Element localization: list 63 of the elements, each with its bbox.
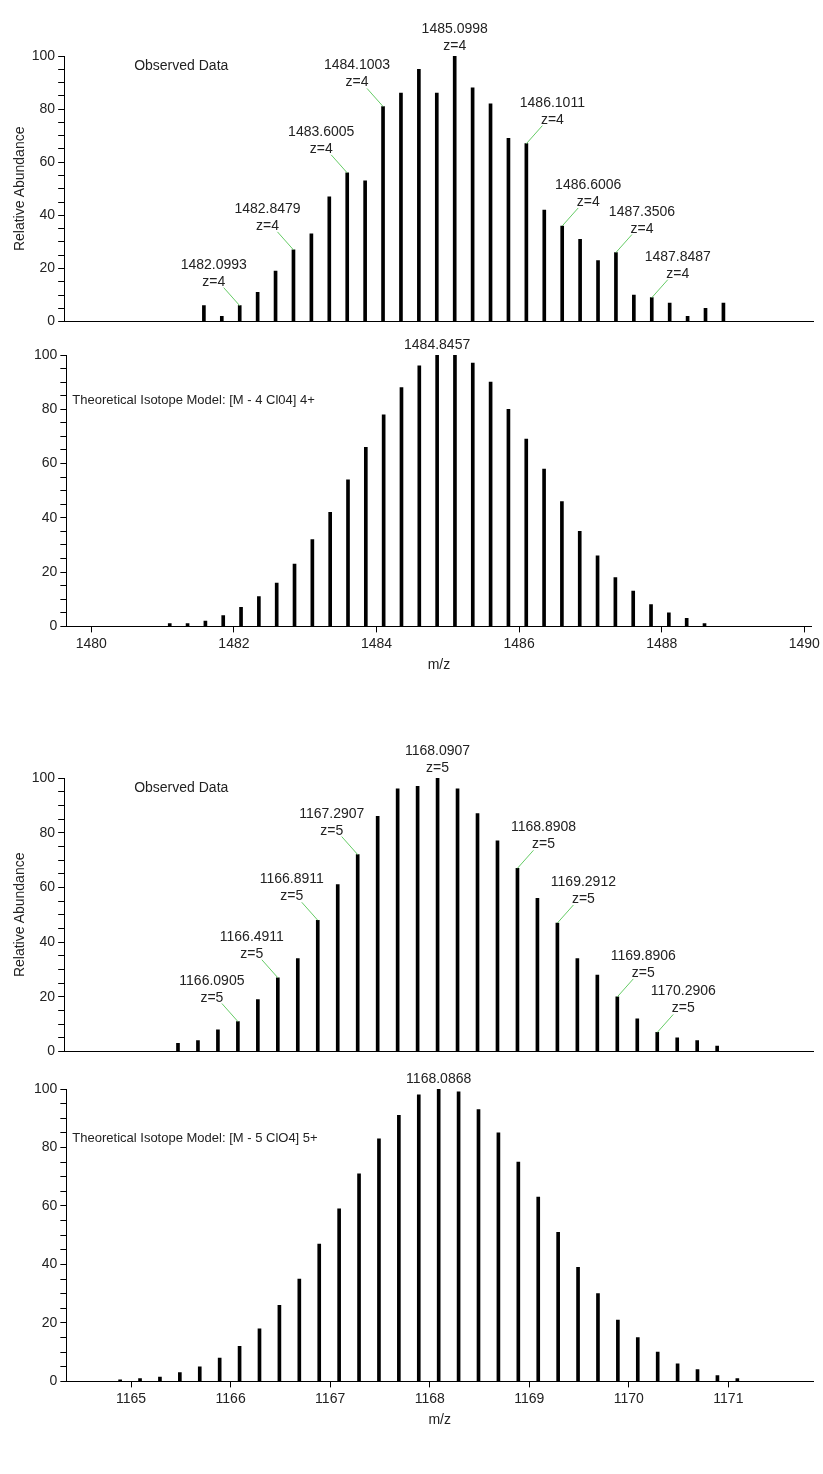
y-tick-label: 60 — [39, 878, 56, 895]
x-tick-label: 1488 — [646, 634, 678, 651]
x-tick-label: 1482 — [218, 634, 250, 651]
y-tick-label: 80 — [41, 400, 58, 417]
annotation: 1169.2912 z=5 — [550, 873, 617, 907]
y-tick-label: 60 — [41, 454, 58, 471]
y-tick-label: 0 — [49, 617, 58, 634]
y-tick-label: 100 — [34, 1079, 58, 1096]
x-tick-label: 1169 — [514, 1389, 545, 1406]
x-tick-label: 1170 — [613, 1389, 645, 1406]
annotation: 1166.4911 z=5 — [219, 927, 285, 961]
y-tick-label: 80 — [41, 1138, 58, 1155]
y-tick-label: 40 — [39, 206, 56, 223]
y-tick-label: 60 — [39, 153, 56, 170]
annotation: 1167.2907 z=5 — [299, 804, 365, 838]
x-tick-label: 1480 — [75, 634, 108, 651]
annotation: 1482.0993 z=4 — [180, 255, 248, 289]
y-tick-label: 20 — [41, 1313, 58, 1330]
x-tick-label: 1168 — [414, 1389, 445, 1406]
y-tick-label: 0 — [47, 312, 56, 329]
y-tick-label: 40 — [39, 933, 56, 950]
annotation: 1484.8457 — [404, 336, 471, 352]
x-axis-title: m/z — [427, 656, 451, 673]
x-tick-label: 1166 — [215, 1389, 246, 1406]
x-tick-label: 1167 — [315, 1389, 346, 1406]
y-tick-label: 0 — [47, 1042, 56, 1059]
annotation: Observed Data — [134, 57, 229, 73]
annotation: 1166.8911 z=5 — [259, 870, 325, 904]
annotation: 1168.8908 z=5 — [510, 818, 577, 852]
y-tick-label: 0 — [49, 1372, 58, 1389]
annotation: 1166.0905 z=5 — [179, 971, 245, 1005]
x-tick-label: 1165 — [116, 1389, 147, 1406]
annotation: 1483.6005 z=4 — [288, 122, 355, 156]
annotation: Observed Data — [134, 779, 229, 795]
y-tick-label: 20 — [39, 987, 56, 1004]
y-axis-title: Relative Abundance — [11, 852, 28, 978]
y-tick-label: 100 — [31, 768, 56, 785]
annotation: 1170.2906 z=5 — [650, 982, 717, 1016]
y-tick-label: 60 — [41, 1196, 58, 1213]
annotation: Theoretical Isotope Model: [M - 5 ClO4] 5+ — [72, 1129, 318, 1145]
y-axis-title: Relative Abundance — [11, 126, 28, 252]
y-tick-label: 100 — [34, 345, 58, 362]
y-tick-label: 80 — [39, 99, 56, 116]
x-axis-title: m/z — [428, 1411, 451, 1428]
annotation: Theoretical Isotope Model: [M - 4 Cl04] 4+ — [72, 391, 315, 407]
y-tick-label: 40 — [41, 1255, 58, 1272]
y-tick-label: 80 — [39, 823, 56, 840]
y-tick-label: 40 — [41, 508, 58, 525]
annotation: 1484.1003 z=4 — [323, 56, 391, 90]
annotation: 1482.8479 z=4 — [234, 199, 301, 233]
annotation: 1169.8906 z=5 — [610, 946, 677, 980]
y-tick-label: 20 — [41, 562, 58, 579]
x-tick-label: 1484 — [360, 634, 393, 651]
x-tick-label: 1171 — [713, 1389, 744, 1406]
annotation: 1486.1011 z=4 — [519, 93, 586, 127]
y-tick-label: 100 — [31, 46, 56, 63]
annotation: 1168.0907 z=5 — [405, 742, 471, 775]
annotation: 1168.0868 — [406, 1070, 472, 1086]
x-tick-label: 1490 — [788, 634, 821, 651]
y-tick-label: 20 — [39, 259, 56, 276]
x-tick-label: 1486 — [503, 634, 535, 651]
annotation: 1487.8487 z=4 — [644, 247, 712, 281]
annotation: 1485.0998 z=4 — [421, 20, 488, 53]
